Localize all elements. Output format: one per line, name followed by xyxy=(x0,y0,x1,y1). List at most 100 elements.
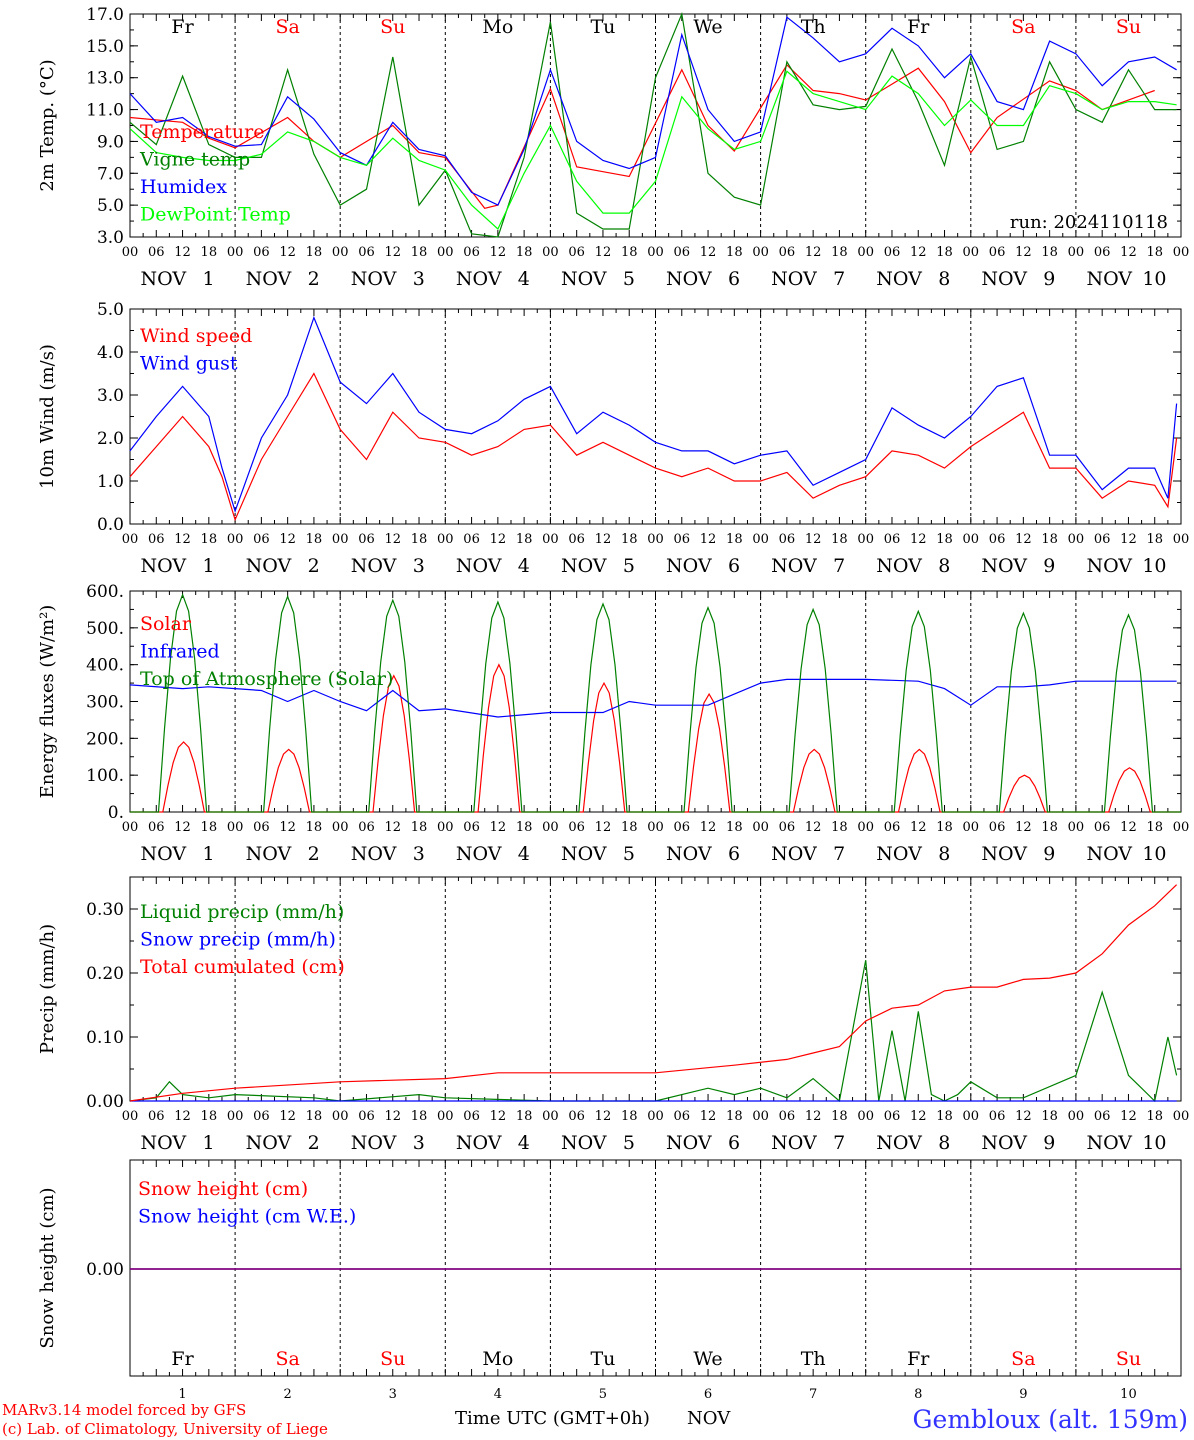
hour-tick-label: 06 xyxy=(884,820,901,835)
hour-tick-label: 06 xyxy=(884,532,901,547)
hour-tick-label: 00 xyxy=(752,532,769,547)
hour-tick-label: 12 xyxy=(1120,820,1137,835)
hour-tick-label: 00 xyxy=(227,245,244,260)
date-day: 5 xyxy=(623,843,635,865)
hour-tick-label: 00 xyxy=(542,245,559,260)
credit-line-1: MARv3.14 model forced by GFS xyxy=(2,1401,246,1419)
hour-tick-label: 12 xyxy=(700,820,717,835)
date-day: 3 xyxy=(413,555,425,577)
hour-tick-label: 12 xyxy=(700,1109,717,1124)
panel-snow: 0.00 Snow height (cm) Snow height (cm) Snow… xyxy=(37,1159,1182,1402)
day-name-top: Fr xyxy=(171,16,194,38)
y-tick-label: 3.0 xyxy=(97,228,124,248)
y-axis-label: Precip (mm/h) xyxy=(37,924,58,1054)
hour-tick-label: 00 xyxy=(437,1109,454,1124)
date-month: NOV xyxy=(876,268,922,290)
date-day: 1 xyxy=(203,268,215,290)
y-axis-label: Snow height (cm) xyxy=(37,1187,58,1348)
date-day: 7 xyxy=(833,843,845,865)
day-name-top: Th xyxy=(801,16,826,38)
hour-tick-label: 12 xyxy=(174,820,191,835)
hour-tick-label: 18 xyxy=(411,245,428,260)
hour-tick-label: 18 xyxy=(831,532,848,547)
hour-tick-label: 06 xyxy=(358,1109,375,1124)
panel-temp: 3.0 5.0 7.0 9.0 11.0 13.0 15.0 17.0 2m Temp. (°C… xyxy=(37,5,1189,290)
y-tick-label: 2.0 xyxy=(97,429,124,449)
hour-tick-label: 12 xyxy=(279,532,296,547)
date-day: 3 xyxy=(413,1132,425,1154)
date-day: 2 xyxy=(308,555,320,577)
hour-tick-label: 12 xyxy=(1120,1109,1137,1124)
date-month: NOV xyxy=(1086,555,1132,577)
date-month: NOV xyxy=(981,268,1027,290)
hour-tick-label: 00 xyxy=(122,245,139,260)
hour-tick-label: 00 xyxy=(1068,245,1085,260)
hour-tick-label: 00 xyxy=(647,532,664,547)
hour-tick-label: 00 xyxy=(542,532,559,547)
hour-tick-label: 00 xyxy=(227,532,244,547)
date-day: 4 xyxy=(518,268,530,290)
hour-tick-label: 12 xyxy=(490,245,507,260)
y-tick-label: 3.0 xyxy=(97,386,124,406)
date-month: NOV xyxy=(351,555,397,577)
hour-tick-label: 06 xyxy=(253,532,270,547)
date-day: 1 xyxy=(203,843,215,865)
hour-tick-label: 18 xyxy=(726,245,743,260)
hour-tick-label: 00 xyxy=(227,1109,244,1124)
day-name-bottom: Sa xyxy=(1011,1348,1035,1370)
date-month: NOV xyxy=(246,555,292,577)
hour-tick-label: 00 xyxy=(857,820,874,835)
hour-tick-label: 12 xyxy=(1120,532,1137,547)
legend-entry: Wind gust xyxy=(140,353,238,375)
hour-tick-label: 00 xyxy=(437,245,454,260)
legend-entry: DewPoint Temp xyxy=(140,204,291,226)
y-tick-label: 7.0 xyxy=(97,164,124,184)
hour-tick-label: 06 xyxy=(463,245,480,260)
hour-tick-label: 18 xyxy=(201,820,218,835)
hour-tick-label: 12 xyxy=(805,820,822,835)
hour-tick-label: 18 xyxy=(306,1109,323,1124)
hour-tick-label: 18 xyxy=(1146,820,1163,835)
panel-energy: 0. 100. 200. 300. 400. 500. 600. Energy fluxes … xyxy=(37,582,1189,865)
hour-tick-label: 06 xyxy=(674,532,691,547)
date-month: NOV xyxy=(876,1132,922,1154)
date-month: NOV xyxy=(771,1132,817,1154)
hour-tick-label: 18 xyxy=(306,820,323,835)
date-day: 8 xyxy=(938,555,950,577)
legend-entry: Top of Atmosphere (Solar) xyxy=(140,668,393,690)
y-tick-label: 0. xyxy=(108,803,124,823)
hour-tick-label: 00 xyxy=(1068,1109,1085,1124)
y-tick-label: 0.30 xyxy=(86,900,124,920)
date-month: NOV xyxy=(771,268,817,290)
day-name-top: Sa xyxy=(1011,16,1035,38)
y-tick-label: 400. xyxy=(86,656,124,676)
hour-tick-label: 00 xyxy=(857,245,874,260)
day-name-top: Fr xyxy=(907,16,930,38)
hour-tick-label: 00 xyxy=(122,532,139,547)
hour-tick-label: 18 xyxy=(306,245,323,260)
hour-tick-label: 06 xyxy=(989,245,1006,260)
hour-tick-label: 00 xyxy=(332,532,349,547)
hour-tick-label: 00 xyxy=(752,820,769,835)
hour-tick-label: 06 xyxy=(568,1109,585,1124)
hour-tick-label: 12 xyxy=(384,820,401,835)
hour-tick-label: 18 xyxy=(1041,532,1058,547)
date-month: NOV xyxy=(876,843,922,865)
day-name-top: Sa xyxy=(275,16,299,38)
date-day: 1 xyxy=(203,555,215,577)
date-day: 5 xyxy=(623,555,635,577)
date-month: NOV xyxy=(666,843,712,865)
date-month: NOV xyxy=(561,1132,607,1154)
hour-tick-label: 00 xyxy=(542,1109,559,1124)
date-day: 9 xyxy=(1043,843,1055,865)
hour-tick-label: 18 xyxy=(411,820,428,835)
date-day: 7 xyxy=(833,1132,845,1154)
day-number: 6 xyxy=(704,1387,712,1402)
day-name-bottom: Fr xyxy=(171,1348,194,1370)
hour-tick-label: 18 xyxy=(306,532,323,547)
date-day: 6 xyxy=(728,555,740,577)
hour-tick-label: 00 xyxy=(647,820,664,835)
hour-tick-label: 12 xyxy=(910,532,927,547)
hour-tick-label: 12 xyxy=(279,820,296,835)
hour-tick-label: 00 xyxy=(857,1109,874,1124)
